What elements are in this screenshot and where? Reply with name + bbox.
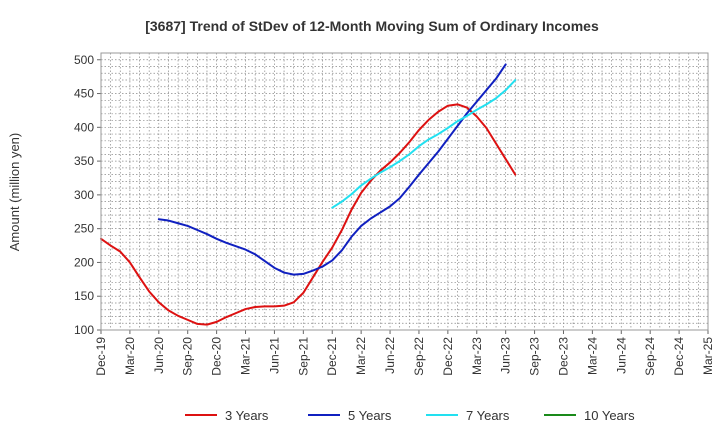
series-line-5-years — [157, 63, 507, 276]
series-line-3-years — [100, 103, 517, 326]
y-tick-label: 200 — [74, 255, 94, 269]
y-tick-label: 250 — [74, 222, 94, 236]
legend-label-5-years: 5 Years — [348, 408, 392, 423]
y-tick-label: 400 — [74, 120, 94, 134]
x-tick-label: Dec-22 — [441, 337, 455, 376]
x-tick-label: Dec-21 — [325, 337, 339, 376]
y-tick-label: 300 — [74, 188, 94, 202]
x-tick-label: Mar-20 — [123, 337, 137, 375]
legend-label-7-years: 7 Years — [466, 408, 510, 423]
x-tick-label: Dec-23 — [556, 337, 570, 376]
x-tick-label: Sep-21 — [296, 337, 310, 376]
y-tick-label: 350 — [74, 154, 94, 168]
x-tick-label: Mar-21 — [239, 337, 253, 375]
plot-frame — [100, 52, 709, 331]
x-tick-label: Mar-23 — [470, 337, 484, 375]
x-tick-label: Sep-23 — [528, 337, 542, 376]
x-tick-label: Jun-21 — [267, 337, 281, 374]
y-axis-ticks: 100 150 200 250 300 350 400 450 500 — [74, 53, 101, 337]
grid — [101, 53, 708, 330]
x-tick-label: Jun-22 — [383, 337, 397, 374]
x-tick-label: Dec-20 — [210, 337, 224, 376]
x-tick-label: Jun-24 — [614, 337, 628, 374]
x-tick-label: Mar-22 — [354, 337, 368, 375]
chart-title: [3687] Trend of StDev of 12-Month Moving… — [145, 18, 599, 34]
x-axis-ticks: Dec-19 Mar-20 Jun-20 Sep-20 Dec-20 Mar-21 Jun-… — [94, 330, 715, 376]
y-tick-label: 450 — [74, 87, 94, 101]
legend-label-3-years: 3 Years — [225, 408, 269, 423]
x-tick-label: Mar-24 — [585, 337, 599, 375]
series-lines — [100, 63, 517, 326]
x-tick-label: Dec-19 — [94, 337, 108, 376]
legend-label-10-years: 10 Years — [584, 408, 635, 423]
x-tick-label: Sep-20 — [181, 337, 195, 376]
x-tick-label: Jun-23 — [499, 337, 513, 374]
x-tick-label: Dec-24 — [672, 337, 686, 376]
x-tick-label: Sep-22 — [412, 337, 426, 376]
x-tick-label: Sep-24 — [643, 337, 657, 376]
y-tick-label: 100 — [74, 323, 94, 337]
legend: 3 Years 5 Years 7 Years 10 Years — [185, 408, 635, 423]
y-tick-label: 150 — [74, 289, 94, 303]
series-line-7-years — [331, 79, 517, 209]
x-tick-label: Mar-25 — [701, 337, 715, 375]
y-axis-label: Amount (million yen) — [7, 133, 22, 252]
x-tick-label: Jun-20 — [152, 337, 166, 374]
y-tick-label: 500 — [74, 53, 94, 67]
